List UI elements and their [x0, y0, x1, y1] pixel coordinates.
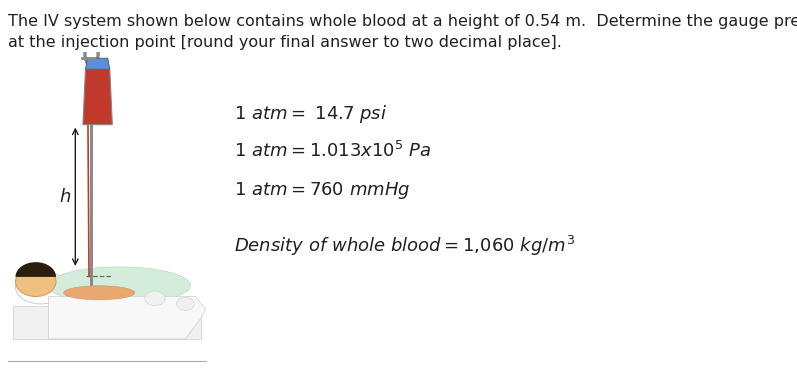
- Ellipse shape: [176, 297, 194, 310]
- Ellipse shape: [15, 271, 66, 304]
- Bar: [90, 66, 92, 328]
- Polygon shape: [83, 69, 112, 125]
- Ellipse shape: [64, 286, 135, 300]
- Bar: [13, 306, 201, 339]
- Text: h: h: [60, 188, 71, 206]
- Ellipse shape: [49, 267, 190, 304]
- Polygon shape: [85, 58, 110, 69]
- Text: The IV system shown below contains whole blood at a height of 0.54 m.  Determine: The IV system shown below contains whole…: [8, 14, 797, 50]
- Ellipse shape: [145, 291, 165, 306]
- Circle shape: [15, 267, 56, 297]
- Text: $\it{Density\ of\ whole\ blood = 1{,}060\ kg/m^3}$: $\it{Density\ of\ whole\ blood = 1{,}060…: [234, 234, 575, 258]
- Polygon shape: [49, 297, 206, 339]
- Text: $\it{1\ atm = 1.013x10^{5}\ Pa}$: $\it{1\ atm = 1.013x10^{5}\ Pa}$: [234, 141, 431, 161]
- Text: $\it{1\ atm = 760\ mmHg}$: $\it{1\ atm = 760\ mmHg}$: [234, 180, 410, 201]
- Wedge shape: [15, 262, 56, 277]
- Text: $\it{1\ atm=\ 14.7\ psi}$: $\it{1\ atm=\ 14.7\ psi}$: [234, 102, 387, 125]
